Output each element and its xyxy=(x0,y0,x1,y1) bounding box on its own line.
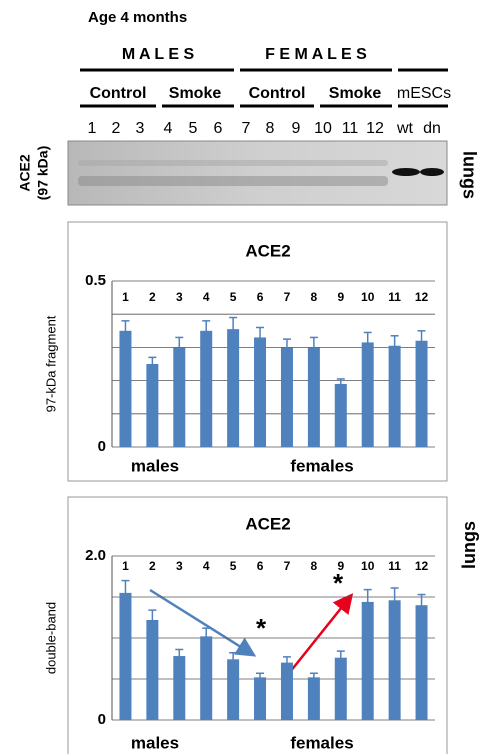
x-category-label: 11 xyxy=(388,290,401,304)
y-tick-label: 0 xyxy=(98,711,106,728)
annotation: * xyxy=(333,568,344,598)
bar xyxy=(200,331,212,447)
x-category-label: 1 xyxy=(122,290,129,304)
blot-label: (97 kDa) xyxy=(35,146,51,200)
lane-label: wt xyxy=(396,120,414,137)
bar xyxy=(119,331,131,447)
x-category-label: 4 xyxy=(203,559,210,573)
lane-label: 8 xyxy=(266,120,275,137)
lane-label: 7 xyxy=(242,120,251,137)
annotation: * xyxy=(256,613,267,643)
x-category-label: 5 xyxy=(230,559,237,573)
x-category-label: 9 xyxy=(337,290,344,304)
bar xyxy=(227,659,239,720)
blot-band xyxy=(392,168,420,176)
x-category-label: 12 xyxy=(415,290,429,304)
x-category-label: 2 xyxy=(149,559,156,573)
bar xyxy=(416,605,428,720)
x-category-label: 3 xyxy=(176,290,183,304)
sex-group: F E M A L E S xyxy=(265,46,367,63)
bar xyxy=(308,677,320,720)
bar xyxy=(416,341,428,447)
x-category-label: 2 xyxy=(149,290,156,304)
lane-label: 4 xyxy=(164,120,173,137)
bar xyxy=(254,337,266,447)
x-category-label: 6 xyxy=(257,559,264,573)
treatment: Control xyxy=(90,85,147,102)
tissue-label: lungs xyxy=(459,521,479,569)
x-category-label: 8 xyxy=(311,290,318,304)
group-label: females xyxy=(290,733,353,752)
bar xyxy=(146,364,158,447)
x-category-label: 10 xyxy=(361,559,375,573)
bar xyxy=(389,600,401,720)
lane-label: 9 xyxy=(292,120,301,137)
bar xyxy=(362,342,374,447)
bar xyxy=(146,620,158,720)
sex-group: M A L E S xyxy=(122,46,195,63)
group-label: males xyxy=(131,456,179,475)
bar xyxy=(173,656,185,720)
y-tick-label: 0.5 xyxy=(85,272,106,289)
bar xyxy=(119,593,131,720)
x-category-label: 1 xyxy=(122,559,129,573)
age-label: Age 4 months xyxy=(88,9,187,26)
x-category-label: 7 xyxy=(284,290,291,304)
bar xyxy=(362,602,374,720)
tissue-label: lungs xyxy=(459,151,479,199)
figure: Age 4 months M A L E S F E M A L E S Con… xyxy=(0,0,483,754)
lane-label: 2 xyxy=(112,120,121,137)
lane-label: 12 xyxy=(366,120,384,137)
chart-title: ACE2 xyxy=(245,514,290,533)
bar xyxy=(335,658,347,720)
lane-label: 1 xyxy=(88,120,97,137)
treatment: Smoke xyxy=(329,85,382,102)
treatment: mESCs xyxy=(397,85,451,102)
bar xyxy=(200,636,212,720)
bar xyxy=(227,329,239,447)
lane-label: 6 xyxy=(214,120,223,137)
y-tick-label: 2.0 xyxy=(85,547,106,564)
x-category-label: 6 xyxy=(257,290,264,304)
y-axis-label: double-band xyxy=(43,602,58,674)
x-category-label: 3 xyxy=(176,559,183,573)
lane-label: 11 xyxy=(342,120,359,137)
bar xyxy=(254,677,266,720)
bar xyxy=(308,347,320,447)
x-category-label: 11 xyxy=(388,559,401,573)
x-category-label: 7 xyxy=(284,559,291,573)
x-category-label: 12 xyxy=(415,559,429,573)
x-category-label: 4 xyxy=(203,290,210,304)
y-axis-label: 97-kDa fragment xyxy=(43,315,58,412)
treatment: Smoke xyxy=(169,85,222,102)
chart-title: ACE2 xyxy=(245,241,290,260)
lane-label: dn xyxy=(423,120,441,137)
blot-band xyxy=(420,168,444,176)
x-category-label: 5 xyxy=(230,290,237,304)
bar xyxy=(281,347,293,447)
x-category-label: 8 xyxy=(311,559,318,573)
treatment: Control xyxy=(249,85,306,102)
group-label: females xyxy=(290,456,353,475)
x-category-label: 10 xyxy=(361,290,375,304)
bar xyxy=(335,384,347,447)
bar xyxy=(281,663,293,720)
lane-label: 5 xyxy=(189,120,198,137)
bar xyxy=(173,347,185,447)
lane-label: 10 xyxy=(314,120,332,137)
y-tick-label: 0 xyxy=(98,438,106,455)
lane-label: 3 xyxy=(136,120,145,137)
blot xyxy=(68,141,447,205)
blot-label: ACE2 xyxy=(17,154,33,192)
bar xyxy=(389,346,401,447)
group-label: males xyxy=(131,733,179,752)
